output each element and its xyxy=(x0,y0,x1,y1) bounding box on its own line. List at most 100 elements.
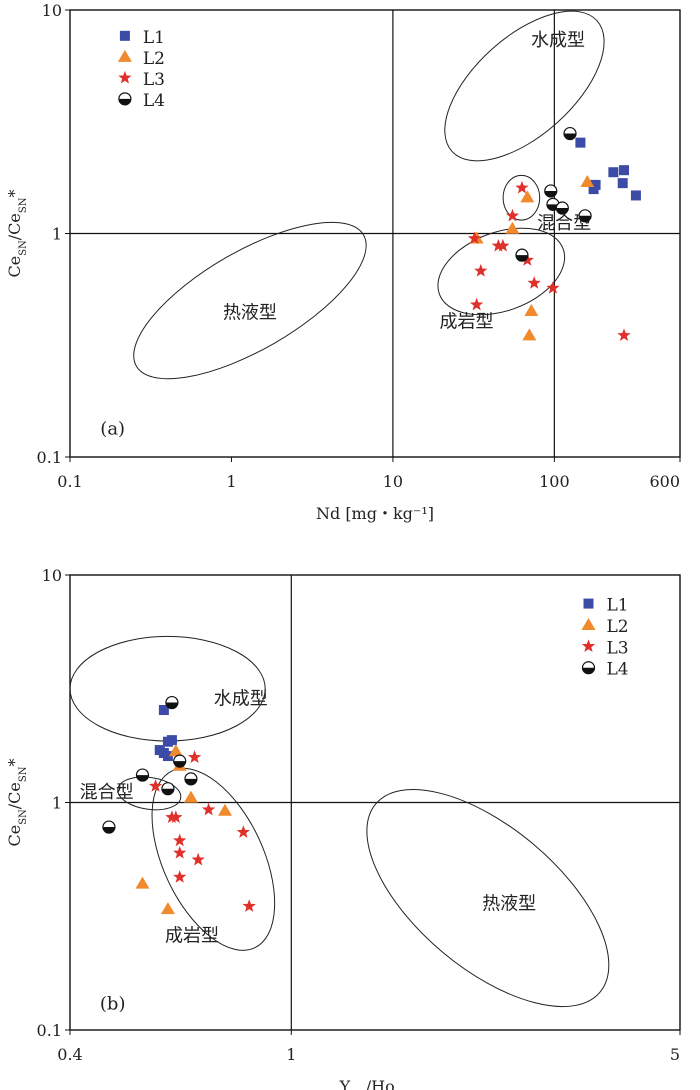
region-ellipse-hydrothermal xyxy=(133,221,367,380)
data-point-L3 xyxy=(527,276,541,289)
data-point-L3 xyxy=(467,231,482,245)
region-ellipse-diagenetic xyxy=(437,227,566,316)
series-L3 xyxy=(148,750,256,912)
series-L4 xyxy=(515,126,592,262)
legend-marker-L2 xyxy=(117,49,132,62)
data-point-L1 xyxy=(588,184,599,195)
y-tick-label: 0.1 xyxy=(37,448,62,467)
data-point-L4 xyxy=(184,772,198,786)
legend-marker-L4 xyxy=(118,92,132,106)
data-point-L3 xyxy=(469,297,484,311)
data-point-L3 xyxy=(496,238,510,252)
data-point-L1 xyxy=(162,751,173,762)
marker-fill xyxy=(579,215,592,222)
region-label-diagenetic: 成岩型 xyxy=(440,311,494,332)
legend-label-L3: L3 xyxy=(143,70,165,90)
marker-fill xyxy=(184,778,197,785)
y-axis-title: CeSN/CeSN* xyxy=(5,758,29,846)
x-tick-label: 1 xyxy=(226,472,236,491)
data-point-L4 xyxy=(135,768,150,782)
series-L3 xyxy=(467,180,631,342)
region-label-mixed: 混合型 xyxy=(537,213,591,234)
data-point-L4 xyxy=(544,184,558,198)
x-axis-title: YSN/HoSN xyxy=(339,1077,411,1090)
data-point-L1 xyxy=(617,178,628,189)
legend-marker-L1 xyxy=(583,598,594,609)
marker-fill xyxy=(173,761,186,768)
data-point-L3 xyxy=(191,852,205,866)
y-tick-label: 10 xyxy=(42,1,62,20)
panel-label: (b) xyxy=(100,994,126,1015)
region-label-diagenetic: 成岩型 xyxy=(165,925,219,946)
data-point-L1 xyxy=(619,165,630,176)
y-tick-label: 1 xyxy=(52,794,62,813)
series-L2 xyxy=(135,744,233,915)
series-L1 xyxy=(154,705,177,762)
region-label-hydrogenetic: 水成型 xyxy=(531,30,585,51)
data-point-L2 xyxy=(522,328,537,341)
x-tick-label: 0.1 xyxy=(57,472,82,491)
chart-panel-a: 0.1 1 10 100 600 0.1 1 10 Nd [mg・kg⁻¹] CeSN/CeSN*… xyxy=(5,1,681,523)
x-tick-label: 0.4 xyxy=(57,1045,82,1064)
data-point-L4 xyxy=(555,201,569,215)
data-point-L4 xyxy=(102,820,116,834)
data-point-L4 xyxy=(173,754,187,768)
marker-fill xyxy=(544,190,557,197)
region-label-hydrothermal: 热液型 xyxy=(482,893,536,914)
data-point-L4 xyxy=(515,248,529,262)
data-point-L3 xyxy=(201,802,216,816)
marker-fill xyxy=(102,827,115,834)
data-point-L3 xyxy=(546,281,560,294)
series-L4 xyxy=(102,695,198,834)
data-point-L2 xyxy=(505,221,520,234)
legend-label-L2: L2 xyxy=(143,49,165,69)
legend-marker-L3 xyxy=(118,70,132,84)
data-point-L2 xyxy=(160,902,175,915)
legend-marker-L3 xyxy=(581,639,596,653)
legend-marker-L1 xyxy=(119,30,130,41)
marker-fill xyxy=(564,133,577,140)
data-point-L4 xyxy=(161,782,175,796)
marker-fill xyxy=(515,255,528,262)
data-point-L3 xyxy=(515,180,529,194)
marker-fill xyxy=(165,702,178,709)
x-tick-label: 5 xyxy=(670,1045,680,1064)
data-point-L3 xyxy=(236,825,251,838)
region-ellipse-hydrogenetic xyxy=(444,10,605,162)
data-point-L4 xyxy=(563,126,577,141)
data-point-L4 xyxy=(165,695,179,710)
data-point-L2 xyxy=(580,174,595,187)
panel-label: (a) xyxy=(100,419,125,440)
marker-fill xyxy=(118,98,131,105)
x-tick-label: 600 xyxy=(649,472,680,491)
marker-fill xyxy=(136,775,149,782)
region-label-hydrogenetic: 水成型 xyxy=(214,689,268,710)
region-ellipse-mixed xyxy=(117,776,182,811)
data-point-L1 xyxy=(158,705,169,716)
data-point-L3 xyxy=(474,263,488,277)
data-point-L3 xyxy=(617,328,631,342)
marker-fill xyxy=(556,208,569,215)
data-point-L4 xyxy=(578,209,592,223)
data-point-L2 xyxy=(183,790,198,803)
data-point-L3 xyxy=(242,899,256,912)
region-ellipse-hydrothermal xyxy=(366,789,610,1008)
x-tick-label: 100 xyxy=(539,472,570,491)
x-axis-title: Nd [mg・kg⁻¹] xyxy=(316,504,434,523)
series-L1 xyxy=(575,137,641,201)
y-tick-label: 10 xyxy=(42,566,62,585)
y-tick-label: 0.1 xyxy=(37,1021,62,1040)
marker-fill xyxy=(161,788,174,795)
data-point-L1 xyxy=(608,167,619,178)
region-label-mixed: 混合型 xyxy=(80,782,134,803)
legend-marker-L4 xyxy=(581,661,596,675)
legend-label-L4: L4 xyxy=(143,91,165,111)
data-point-L3 xyxy=(169,810,183,824)
data-point-L1 xyxy=(166,735,177,746)
data-point-L2 xyxy=(135,876,150,889)
data-point-L1 xyxy=(575,137,586,148)
data-point-L2 xyxy=(218,803,233,816)
marker-fill xyxy=(582,667,595,674)
